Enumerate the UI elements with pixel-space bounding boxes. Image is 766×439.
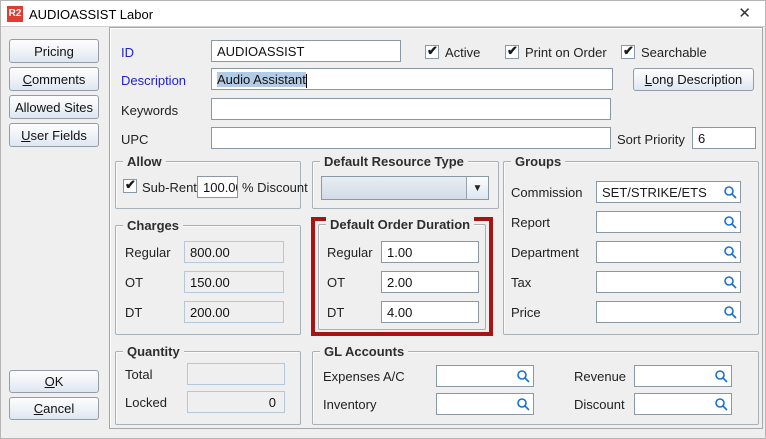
search-icon[interactable] xyxy=(714,397,728,411)
keywords-label: Keywords xyxy=(121,103,179,118)
description-label: Description xyxy=(121,73,187,88)
sub-rent-label: Sub-Rent xyxy=(142,180,197,195)
expenses-ac-label: Expenses A/C xyxy=(323,369,405,384)
title-bar: R2 AUDIOASSIST Labor ✕ xyxy=(1,1,765,27)
sidebar-item-allowed-sites[interactable]: Allowed Sites xyxy=(9,95,99,119)
sub-rent-discount-field[interactable]: 100.00 xyxy=(197,176,238,198)
commission-field[interactable]: SET/STRIKE/ETS xyxy=(596,181,741,203)
searchable-checkbox[interactable]: ✔ xyxy=(621,43,635,59)
revenue-field[interactable] xyxy=(634,365,732,387)
duration-dt-label: DT xyxy=(327,305,345,320)
duration-ot-label: OT xyxy=(327,275,346,290)
duration-regular-field[interactable]: 1.00 xyxy=(381,241,479,263)
groups-group: Groups xyxy=(503,154,759,335)
searchable-label: Searchable xyxy=(641,45,707,60)
department-field[interactable] xyxy=(596,241,741,263)
percent-discount-label: % Discount xyxy=(242,180,308,195)
dropdown-button[interactable]: ▼ xyxy=(466,177,488,199)
sub-rent-checkbox[interactable]: ✔ xyxy=(123,177,137,193)
search-icon[interactable] xyxy=(516,397,530,411)
discount-label: Discount xyxy=(574,397,625,412)
search-icon[interactable] xyxy=(723,245,737,259)
quantity-total-field xyxy=(187,363,285,385)
id-field[interactable]: AUDIOASSIST xyxy=(211,40,401,62)
tax-field[interactable] xyxy=(596,271,741,293)
keywords-field[interactable] xyxy=(211,98,611,120)
charges-regular-label: Regular xyxy=(125,245,171,260)
duration-dt-field[interactable]: 4.00 xyxy=(381,301,479,323)
chevron-down-icon: ▼ xyxy=(472,182,483,194)
sort-priority-field[interactable]: 6 xyxy=(692,127,756,149)
check-icon: ✔ xyxy=(427,43,438,58)
allow-group-title: Allow xyxy=(123,154,166,169)
sidebar-item-pricing[interactable]: Pricin g xyxy=(9,39,99,63)
id-label: ID xyxy=(121,45,134,60)
upc-field[interactable] xyxy=(211,127,611,149)
check-icon: ✔ xyxy=(125,177,136,192)
expenses-ac-field[interactable] xyxy=(436,365,534,387)
report-field[interactable] xyxy=(596,211,741,233)
groups-group-title: Groups xyxy=(511,154,566,169)
commission-label: Commission xyxy=(511,185,583,200)
search-icon[interactable] xyxy=(723,305,737,319)
text-caret xyxy=(305,73,307,88)
search-icon[interactable] xyxy=(723,275,737,289)
window-title: AUDIOASSIST Labor xyxy=(29,7,154,22)
check-icon: ✔ xyxy=(507,43,518,58)
charges-regular-field: 800.00 xyxy=(184,241,284,263)
price-field[interactable] xyxy=(596,301,741,323)
search-icon[interactable] xyxy=(723,215,737,229)
selected-text: Audio Assistant xyxy=(217,72,306,87)
check-icon: ✔ xyxy=(623,43,634,58)
search-icon[interactable] xyxy=(516,369,530,383)
charges-dt-label: DT xyxy=(125,305,143,320)
search-icon[interactable] xyxy=(723,185,737,199)
quantity-locked-field: 0 xyxy=(187,391,285,413)
print-on-order-checkbox[interactable]: ✔ xyxy=(505,43,519,59)
description-field[interactable]: Audio Assistant xyxy=(211,68,613,90)
charges-ot-field: 150.00 xyxy=(184,271,284,293)
allow-group: Allow xyxy=(115,154,301,209)
inventory-label: Inventory xyxy=(323,397,377,412)
print-on-order-label: Print on Order xyxy=(525,45,607,60)
department-label: Department xyxy=(511,245,579,260)
gl-accounts-title: GL Accounts xyxy=(320,344,409,359)
active-label: Active xyxy=(445,45,481,60)
resource-type-dropdown[interactable]: ▼ xyxy=(321,176,489,200)
default-resource-type-group: Default Resource Type xyxy=(312,154,499,209)
price-label: Price xyxy=(511,305,541,320)
tax-label: Tax xyxy=(511,275,532,290)
default-order-duration-group: Default Order Duration xyxy=(318,217,486,330)
upc-label: UPC xyxy=(121,132,149,147)
charges-ot-label: OT xyxy=(125,275,144,290)
close-icon[interactable]: ✕ xyxy=(738,5,751,22)
search-icon[interactable] xyxy=(714,369,728,383)
report-label: Report xyxy=(511,215,551,230)
discount-field[interactable] xyxy=(634,393,732,415)
sort-priority-label: Sort Priority xyxy=(617,132,685,147)
quantity-group: Quantity xyxy=(115,344,301,425)
default-resource-type-title: Default Resource Type xyxy=(320,154,468,169)
charges-group-title: Charges xyxy=(123,218,184,233)
gl-accounts-group: GL Accounts xyxy=(312,344,759,425)
revenue-label: Revenue xyxy=(574,369,627,384)
quantity-group-title: Quantity xyxy=(123,344,184,359)
quantity-total-label: Total xyxy=(125,367,153,382)
quantity-locked-label: Locked xyxy=(125,395,167,410)
app-icon: R2 xyxy=(7,6,23,22)
duration-ot-field[interactable]: 2.00 xyxy=(381,271,479,293)
active-checkbox[interactable]: ✔ xyxy=(425,43,439,59)
inventory-field[interactable] xyxy=(436,393,534,415)
default-order-duration-title: Default Order Duration xyxy=(326,217,475,232)
charges-group: Charges xyxy=(115,218,301,335)
duration-regular-label: Regular xyxy=(327,245,373,260)
charges-dt-field: 200.00 xyxy=(184,301,284,323)
